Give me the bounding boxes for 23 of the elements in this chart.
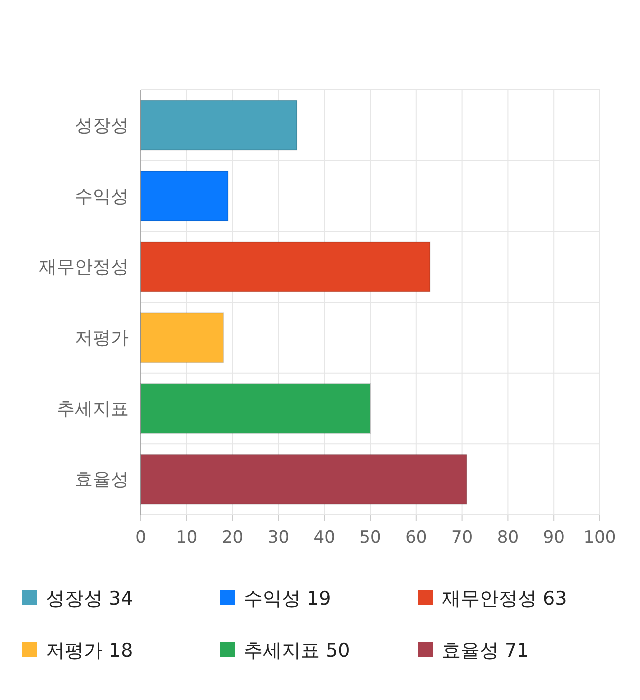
y-tick-label: 재무안정성 xyxy=(39,257,129,278)
x-tick-label: 100 xyxy=(584,528,616,548)
x-tick-label: 0 xyxy=(136,528,146,548)
y-tick-label: 수익성 xyxy=(75,186,129,208)
x-tick-label: 50 xyxy=(360,528,382,548)
x-tick-label: 90 xyxy=(543,528,565,548)
legend-label: 재무안정성 63 xyxy=(442,588,568,610)
y-tick-label: 추세지표 xyxy=(57,398,129,420)
legend-label: 추세지표 50 xyxy=(244,640,350,662)
legend-label: 성장성 34 xyxy=(46,588,134,610)
y-tick-label: 효율성 xyxy=(75,470,129,491)
y-tick-label: 성장성 xyxy=(75,115,129,136)
y-tick-label: 저평가 xyxy=(75,328,129,349)
x-tick-label: 10 xyxy=(176,528,198,548)
x-tick-label: 70 xyxy=(451,528,474,548)
legend-label: 효율성 71 xyxy=(442,640,530,662)
x-tick-label: 30 xyxy=(268,528,290,548)
x-tick-label: 60 xyxy=(406,528,428,548)
legend-label: 수익성 19 xyxy=(244,588,332,610)
x-tick-label: 40 xyxy=(314,528,336,548)
x-tick-label: 80 xyxy=(497,528,520,548)
legend-label: 저평가 18 xyxy=(46,640,134,662)
x-tick-label: 20 xyxy=(222,528,244,548)
